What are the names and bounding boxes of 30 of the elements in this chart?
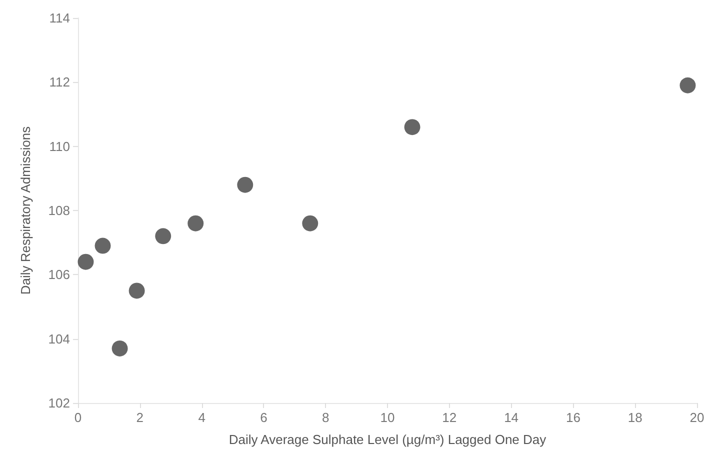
x-tick-label: 14 <box>504 410 519 425</box>
y-tick-label: 106 <box>48 267 70 282</box>
y-tick-label: 110 <box>49 138 70 154</box>
y-tick-label: 112 <box>49 74 70 90</box>
x-tick-label: 4 <box>198 410 206 425</box>
x-tick-label: 0 <box>74 410 82 425</box>
x-tick-label: 10 <box>380 410 395 425</box>
x-tick-label: 6 <box>260 410 268 425</box>
x-tick-label: 16 <box>566 410 580 425</box>
x-tick-label: 20 <box>690 410 704 425</box>
point <box>112 340 128 356</box>
point <box>94 238 111 254</box>
x-tick-label: 12 <box>442 410 457 425</box>
y-tick-label: 104 <box>48 331 70 346</box>
point <box>155 228 172 244</box>
x-tick-label: 2 <box>136 410 144 425</box>
y-axis-title: Daily Respiratory Admissions <box>18 126 33 295</box>
point <box>188 215 204 232</box>
x-axis-title: Daily Average Sulphate Level (µg/m³) Lagged One Day <box>228 432 547 447</box>
point <box>680 77 696 94</box>
y-tick-label: 108 <box>48 203 70 218</box>
x-tick-label: 18 <box>628 410 642 425</box>
y-tick-label: 114 <box>49 10 70 26</box>
x-tick-label: 8 <box>322 410 330 425</box>
point <box>128 282 145 299</box>
point <box>237 176 254 193</box>
y-tick-label: 102 <box>48 396 70 410</box>
point <box>302 215 318 232</box>
point <box>78 254 94 270</box>
point <box>404 119 420 136</box>
